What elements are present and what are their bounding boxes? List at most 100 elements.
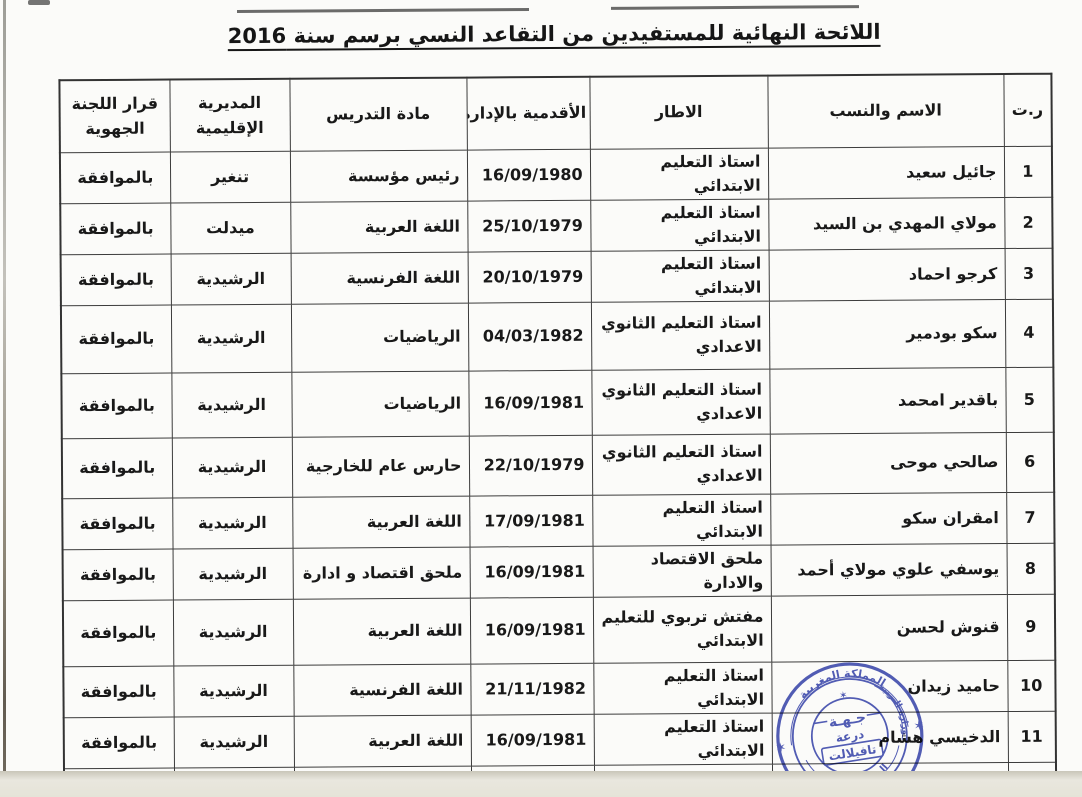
cell-decision: بالموافقة — [62, 599, 174, 667]
cell-cadre: مفتش تربوي للتعليم الابتدائي — [592, 595, 772, 663]
col-header-cadre: الاطار — [589, 75, 768, 149]
cell-cadre: استاذ التعليم الابتدائي — [590, 249, 769, 302]
cell-directorate: الرشيدية — [173, 664, 294, 717]
cell-seniority: 17/09/1981 — [469, 494, 593, 547]
cell-decision: بالموافقة — [60, 202, 171, 255]
cell-directorate: الرشيدية — [172, 496, 293, 549]
cell-directorate: تنغير — [169, 150, 291, 203]
table-row: 8 يوسفي علوي مولاي أحمد ملحق الاقتصاد والا… — [62, 542, 1055, 601]
cell-num: 4 — [1004, 298, 1054, 368]
cell-num: 1 — [1003, 145, 1053, 198]
stamp-arc-right-text: وزارة التربية — [875, 679, 911, 739]
cell-num: 5 — [1005, 366, 1054, 433]
cell-name: سكو بودمير — [768, 299, 1006, 369]
col-header-subject: مادة التدريس — [289, 77, 467, 151]
cell-seniority: 21/11/1982 — [470, 662, 594, 715]
col-header-decision: قرار اللجنة الجهوية — [59, 79, 170, 153]
cell-cadre: استاذ التعليم الثانوي الاعدادي — [591, 368, 770, 435]
cell-num: 6 — [1005, 431, 1055, 493]
cell-seniority: 16/09/1981 — [469, 596, 594, 664]
page-title: اللائحة النهائية للمستفيدين من التقاعد ا… — [227, 19, 881, 49]
table-header: ر.ت الاسم والنسب الاطار الأقدمية بالإدار… — [59, 73, 1052, 153]
scan-noise-mark — [236, 7, 530, 14]
cell-directorate: الرشيدية — [173, 715, 294, 768]
cell-decision: بالموافقة — [62, 497, 173, 550]
cell-name: امقران سكو — [770, 492, 1007, 545]
cell-decision: بالموافقة — [63, 716, 174, 769]
table-row: 7 امقران سكو استاذ التعليم الابتدائي 17/09/… — [62, 491, 1055, 550]
table-row: 3 كرجو احماد استاذ التعليم الابتدائي 20/10/… — [60, 247, 1053, 306]
cell-cadre: استاذ التعليم الابتدائي — [593, 661, 772, 714]
col-header-name: الاسم والنسب — [767, 74, 1004, 148]
cell-subject: ملحق اقتصاد و ادارة — [292, 546, 470, 599]
cell-decision: بالموافقة — [62, 548, 173, 601]
cell-directorate: الرشيدية — [172, 598, 294, 666]
cell-seniority: 25/10/1979 — [467, 199, 591, 252]
cell-subject: اللغة العربية — [292, 495, 470, 548]
cell-num: 10 — [1007, 659, 1056, 712]
cell-directorate: الرشيدية — [172, 547, 293, 600]
stamp-center-line2: درعة — [835, 727, 865, 745]
cell-decision: بالموافقة — [61, 437, 173, 499]
cell-cadre: استاذ التعليم الابتدائي — [589, 147, 769, 200]
cell-decision: بالموافقة — [63, 665, 174, 718]
cell-decision: بالموافقة — [61, 372, 172, 439]
table-row: 2 مولاي المهدي بن السيد استاذ التعليم الاب… — [60, 196, 1053, 255]
cell-seniority: 20/10/1979 — [467, 250, 591, 303]
cell-subject: الرياضيات — [290, 302, 469, 372]
cell-directorate: الرشيدية — [170, 252, 291, 305]
cell-cadre: استاذ التعليم الابتدائي — [593, 712, 772, 765]
cell-num: 9 — [1006, 593, 1056, 661]
header-row: ر.ت الاسم والنسب الاطار الأقدمية بالإدار… — [59, 73, 1052, 153]
table-row: 5 باقدير امحمد استاذ التعليم الثانوي الاعد… — [61, 366, 1054, 439]
cell-cadre: استاذ التعليم الابتدائي — [590, 198, 769, 251]
cell-num: 8 — [1006, 542, 1055, 595]
scan-background-band — [0, 771, 1082, 797]
cell-decision: بالموافقة — [60, 253, 171, 306]
col-header-number: ر.ت — [1003, 73, 1052, 147]
cell-seniority: 16/09/1981 — [469, 545, 593, 598]
cell-subject: اللغة الفرنسية — [290, 251, 468, 304]
stamp-outer-circle — [776, 662, 924, 797]
cell-name: مولاي المهدي بن السيد — [768, 197, 1005, 250]
table-row: 4 سكو بودمير استاذ التعليم الثانوي الاعداد… — [60, 298, 1054, 374]
cell-directorate: ميدلت — [170, 201, 291, 254]
cell-num: 11 — [1007, 710, 1056, 763]
scan-noise-mark — [28, 0, 50, 5]
cell-subject: اللغة الفرنسية — [293, 663, 471, 716]
col-header-seniority: الأقدمية بالإدارة — [466, 76, 590, 150]
scan-edge-artifact — [3, 0, 6, 797]
cell-subject: الرياضيات — [291, 370, 469, 437]
cell-directorate: الرشيدية — [171, 436, 293, 498]
cell-directorate: الرشيدية — [170, 303, 292, 373]
cell-num: 2 — [1004, 196, 1053, 249]
col-header-directorate: المديرية الإقليمية — [169, 78, 290, 152]
cell-subject: اللغة العربية — [290, 200, 468, 253]
cell-decision: بالموافقة — [59, 151, 171, 204]
cell-cadre: استاذ التعليم الثانوي الاعدادي — [590, 300, 770, 370]
cell-name: كرجو احماد — [768, 248, 1005, 301]
cell-cadre: استاذ التعليم الابتدائي — [592, 493, 771, 546]
cell-num: 3 — [1004, 247, 1053, 300]
scan-noise-mark — [610, 5, 860, 10]
cell-num: 7 — [1006, 491, 1055, 544]
cell-seniority: 16/09/1981 — [468, 369, 592, 436]
stamp-center-line1: جـهـة — [828, 709, 867, 731]
stamp-star-right-icon: ✶ — [913, 718, 926, 735]
cell-cadre: استاذ التعليم الثانوي الاعدادي — [591, 433, 771, 495]
cell-name: يوسفي علوي مولاي أحمد — [770, 543, 1007, 596]
table-row: 6 صالحي موحى استاذ التعليم الثانوي الاعداد… — [61, 431, 1055, 499]
cell-subject: اللغة العربية — [292, 597, 471, 665]
cell-seniority: 22/10/1979 — [468, 434, 593, 496]
table-row: 1 جائيل سعيد استاذ التعليم الابتدائي 16/09/… — [59, 145, 1053, 204]
cell-subject: اللغة العربية — [293, 714, 471, 767]
cell-decision: بالموافقة — [60, 304, 172, 374]
cell-cadre: ملحق الاقتصاد والادارة — [592, 544, 771, 597]
cell-seniority: 04/03/1982 — [467, 301, 592, 371]
cell-name: جائيل سعيد — [767, 146, 1005, 199]
cell-seniority: 16/09/1981 — [470, 713, 594, 766]
cell-directorate: الرشيدية — [171, 371, 292, 438]
stamp-star-left-icon: ✶ — [774, 740, 787, 757]
cell-name: صالحي موحى — [769, 432, 1007, 494]
